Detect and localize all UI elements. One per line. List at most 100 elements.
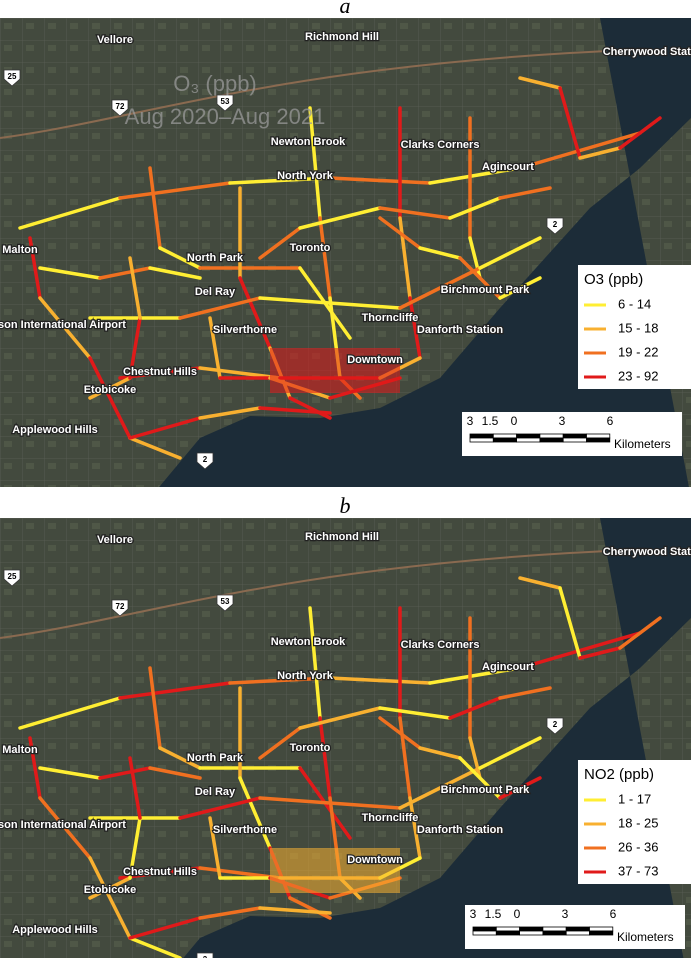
- place-label: Newton Brook: [271, 136, 346, 148]
- route-segment: [28, 236, 42, 300]
- place-label: Birchmount Park: [441, 284, 531, 296]
- route-segment: [128, 436, 182, 460]
- route-segment: [148, 266, 202, 280]
- route-segment: [128, 256, 142, 320]
- route-segment: [518, 131, 642, 170]
- place-label: North York: [277, 170, 334, 182]
- place-label: Chestnut Hills: [123, 366, 197, 378]
- place-label: Newton Brook: [271, 636, 346, 648]
- scale-bar: [565, 930, 590, 936]
- route-segment: [518, 76, 562, 90]
- scale-tick: 3: [562, 907, 569, 921]
- scale-bar: [586, 437, 611, 443]
- route-segment: [448, 196, 502, 220]
- route-segment: [258, 796, 402, 810]
- place-label: Agincourt: [482, 161, 534, 173]
- place-label: Etobicoke: [84, 884, 137, 896]
- place-label: Lester B. Pearson International Airport: [0, 819, 126, 831]
- legend-box: [578, 265, 691, 389]
- place-label: Applewood Hills: [12, 924, 98, 936]
- shield-label: 72: [116, 602, 125, 611]
- scale-tick: 1.5: [482, 414, 499, 428]
- route-segment: [478, 236, 542, 270]
- scale-tick: 3: [467, 414, 474, 428]
- place-label: Etobicoke: [84, 384, 137, 396]
- highway-shield: [546, 217, 564, 235]
- route-segment: [518, 576, 562, 590]
- place-label: Cherrywood Station: [603, 46, 691, 58]
- route-segment: [178, 796, 262, 820]
- route-segment: [228, 676, 332, 685]
- scale-tick: 0: [514, 907, 521, 921]
- route-segment: [238, 776, 272, 850]
- legend-label: 1 - 17: [618, 791, 651, 806]
- route-segment: [468, 736, 482, 780]
- place-label: Vellore: [97, 34, 133, 46]
- scale-bar: [472, 930, 497, 936]
- map-title: O₃ (ppb): [173, 71, 257, 96]
- route-segment: [208, 816, 222, 880]
- place-label: Danforth Station: [417, 324, 503, 336]
- scale-bar: [469, 437, 494, 443]
- route-segment: [198, 406, 262, 420]
- route-segment: [258, 726, 302, 760]
- route-segment: [128, 756, 142, 820]
- route-segment: [378, 206, 452, 220]
- route-segment: [498, 276, 542, 300]
- route-segment: [558, 586, 582, 660]
- scale-bar: [495, 930, 520, 936]
- place-label: Malton: [2, 744, 38, 756]
- scale-tick: 6: [607, 414, 614, 428]
- scale-bar: [539, 433, 564, 439]
- scale-bar: [562, 433, 587, 439]
- highway-shield: [111, 599, 129, 617]
- place-label: North Park: [187, 752, 244, 764]
- route-segment: [38, 766, 102, 780]
- place-label: Agincourt: [482, 661, 534, 673]
- route-segment: [298, 706, 382, 730]
- route-segment: [158, 746, 202, 770]
- route-segment: [18, 696, 122, 730]
- route-segment: [578, 146, 622, 160]
- scale-bar: [562, 437, 587, 443]
- route-segment: [518, 631, 642, 670]
- scale-bar: [589, 930, 614, 936]
- highway-shield: [216, 94, 234, 112]
- legend-label: 15 - 18: [618, 320, 658, 335]
- scale-tick: 6: [610, 907, 617, 921]
- route-segment: [428, 166, 522, 185]
- shield-label: 2: [553, 220, 558, 229]
- shield-label: 53: [221, 97, 230, 106]
- route-segment: [148, 166, 162, 250]
- place-label: Richmond Hill: [305, 531, 379, 543]
- route-segment: [118, 681, 232, 700]
- route-segment: [128, 916, 202, 940]
- place-label: Silverthorne: [213, 824, 277, 836]
- route-segment: [128, 936, 182, 958]
- place-label: Thorncliffe: [362, 312, 419, 324]
- place-label: Clarks Corners: [401, 139, 480, 151]
- route-segment: [498, 776, 542, 800]
- route-segment: [408, 796, 422, 860]
- route-segment: [498, 186, 552, 200]
- place-label: North Park: [187, 252, 244, 264]
- route-segment: [98, 766, 152, 780]
- shield-label: 2: [203, 455, 208, 464]
- route-segment: [418, 246, 462, 260]
- route-segment: [88, 856, 132, 940]
- place-label: Del Ray: [195, 286, 236, 298]
- highway-shield: [111, 99, 129, 117]
- place-label: Malton: [2, 244, 38, 256]
- map-panel: 25 72 53 2 2 Vellore Richmond Hill Cherrywood S…: [0, 518, 691, 958]
- place-label: Toronto: [290, 242, 331, 254]
- legend-box: [578, 760, 691, 884]
- scale-bar: [492, 433, 517, 439]
- scale-tick: 3: [559, 414, 566, 428]
- route-segment: [118, 366, 202, 380]
- highway-shield: [216, 594, 234, 612]
- route-segment: [458, 256, 502, 300]
- scale-tick: 1.5: [485, 907, 502, 921]
- route-segment: [28, 736, 42, 800]
- scale-bar: [586, 433, 611, 439]
